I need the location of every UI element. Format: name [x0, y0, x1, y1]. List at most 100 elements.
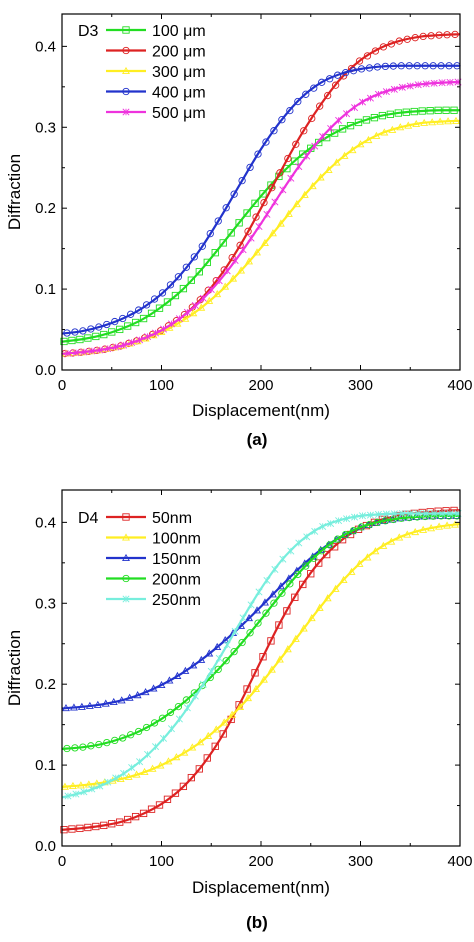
data-point-100-m [60, 337, 68, 346]
data-point-400-m [63, 329, 71, 337]
data-point-400-m [230, 190, 238, 198]
data-point-50nm [267, 637, 275, 645]
data-point-500-m [231, 256, 239, 264]
data-point-500-m [295, 163, 303, 171]
data-point-400-m [389, 62, 397, 70]
data-point-500-m [167, 320, 175, 328]
data-point-100-m [386, 110, 394, 118]
legend-marker [122, 66, 130, 75]
data-point-50nm [323, 550, 331, 559]
data-point-500-m [207, 285, 215, 294]
data-point-100nm [188, 743, 197, 751]
x-axis-label-b: Displacement(nm) [192, 878, 330, 897]
data-point-250nm [144, 750, 152, 758]
data-point-200nm [341, 530, 350, 539]
x-tick-label: 200 [248, 377, 273, 394]
data-point-300-m [340, 151, 349, 159]
data-point-400-m [182, 263, 191, 271]
data-point-50nm [251, 669, 259, 677]
data-point-300-m [268, 229, 277, 237]
data-point-200nm [389, 515, 397, 524]
data-point-300-m [245, 257, 254, 265]
data-point-500-m [215, 277, 223, 285]
data-point-400-m [310, 84, 318, 92]
data-point-150nm [268, 590, 277, 598]
data-point-200nm [198, 681, 206, 690]
data-point-100-m [346, 122, 355, 130]
data-point-400-m [150, 295, 159, 303]
data-point-200-m [276, 169, 284, 177]
data-point-100nm [427, 524, 436, 532]
data-point-400-m [286, 106, 294, 115]
data-point-300-m [332, 158, 341, 166]
data-point-500-m [88, 347, 96, 355]
data-point-100-m [100, 330, 108, 339]
data-point-500-m [358, 98, 367, 106]
data-point-200nm [318, 547, 326, 555]
data-point-100nm [387, 537, 396, 545]
data-point-500-m [311, 142, 319, 150]
data-point-400-m [381, 62, 390, 71]
data-point-500-m [351, 104, 359, 112]
data-point-250nm [438, 509, 446, 517]
data-point-150nm [173, 671, 182, 679]
y-tick-label: 0.0 [35, 838, 56, 855]
data-point-200nm [127, 731, 135, 739]
data-point-250nm [390, 510, 398, 518]
data-point-50nm [84, 823, 92, 832]
caption-a: (a) [247, 430, 268, 449]
data-point-150nm [149, 684, 158, 692]
x-tick-label: 200 [248, 853, 273, 870]
data-point-200nm [373, 518, 382, 527]
data-point-50nm [131, 812, 140, 821]
data-point-500-m [199, 294, 207, 302]
data-point-500-m [128, 338, 136, 347]
data-point-300-m [452, 116, 460, 124]
data-point-100nm [443, 521, 452, 529]
data-point-400-m [111, 317, 119, 326]
data-point-500-m [104, 345, 112, 353]
data-point-250nm [287, 547, 295, 555]
data-point-200nm [326, 541, 334, 549]
y-tick-label: 0.1 [35, 281, 56, 298]
x-tick-label: 400 [447, 377, 472, 394]
data-point-400-m [333, 71, 342, 79]
data-point-500-m [406, 82, 414, 90]
legend-entry-100-m: 100 μm [106, 23, 206, 40]
data-point-300-m [364, 135, 373, 144]
data-point-100nm [291, 634, 300, 642]
data-point-300-m [356, 140, 365, 148]
legend-marker [122, 533, 130, 541]
series-400-m [61, 62, 461, 337]
data-point-50nm [147, 805, 156, 813]
legend-marker [122, 513, 130, 521]
data-point-250nm [239, 614, 247, 622]
data-point-250nm [152, 743, 160, 751]
data-point-50nm [163, 795, 172, 803]
data-point-100-m [68, 336, 76, 345]
data-point-200-m [284, 154, 292, 163]
data-point-200nm [111, 736, 119, 745]
legend-marker [122, 46, 130, 55]
data-point-100-m [84, 334, 92, 342]
data-point-150nm [189, 661, 198, 669]
data-point-100-m [108, 328, 116, 336]
data-point-100-m [131, 318, 140, 327]
data-point-100nm [92, 779, 101, 787]
data-point-500-m [159, 325, 168, 333]
data-point-200nm [166, 708, 175, 717]
data-point-100-m [338, 125, 347, 133]
data-point-250nm [279, 555, 287, 563]
data-point-100-m [147, 309, 156, 318]
data-point-100nm [124, 772, 133, 780]
data-point-200nm [286, 580, 294, 588]
x-tick-label: 300 [348, 853, 373, 870]
data-point-300-m [436, 117, 445, 125]
data-point-400-m [222, 204, 230, 212]
data-point-100-m [187, 276, 195, 284]
data-point-250nm [351, 513, 359, 521]
data-point-50nm [195, 765, 203, 773]
data-point-150nm [101, 699, 110, 707]
series-line-200nm [61, 514, 461, 751]
data-point-200-m [300, 127, 308, 135]
